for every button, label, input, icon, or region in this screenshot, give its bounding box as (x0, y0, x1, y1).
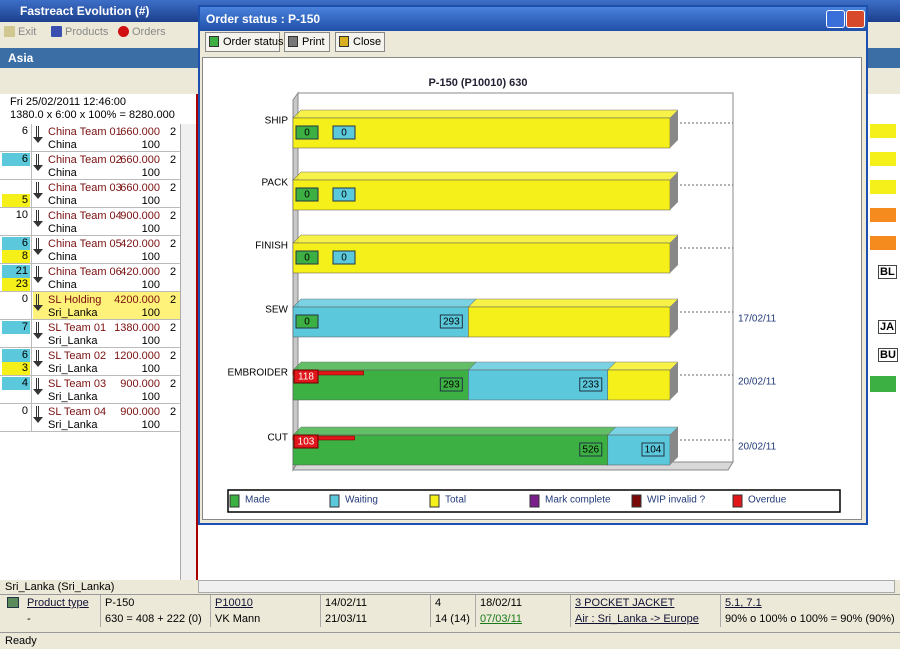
overdue-label: 118 (298, 372, 314, 383)
bar-top-face (293, 235, 678, 243)
value-label: 526 (582, 445, 599, 456)
category-label: SHIP (265, 116, 289, 127)
chart-title: P-150 (P10010) 630 (428, 77, 527, 89)
date-label: 20/02/11 (738, 442, 777, 453)
bar-segment (608, 370, 670, 400)
overdue-label: 103 (298, 437, 315, 448)
bar-top-face (293, 362, 476, 370)
value-label: 293 (443, 380, 460, 391)
date-label: 20/02/11 (738, 377, 777, 388)
value-label: 0 (341, 128, 347, 139)
value-label: 233 (582, 380, 599, 391)
legend-swatch (632, 495, 641, 507)
legend-swatch (430, 495, 439, 507)
category-label: FINISH (255, 241, 288, 252)
bar-top-face (608, 362, 678, 370)
legend-label: Waiting (345, 495, 378, 506)
legend-label: Mark complete (545, 495, 611, 506)
value-label: 0 (304, 128, 310, 139)
bar-top-face (293, 299, 476, 307)
plot-left-wall (293, 93, 298, 470)
bar-top-face (293, 110, 678, 118)
value-label: 0 (304, 190, 310, 201)
value-label: 293 (443, 317, 460, 328)
bar-top-face (293, 172, 678, 180)
bar-segment (468, 307, 670, 337)
bar-top-face (608, 427, 678, 435)
legend-swatch (733, 495, 742, 507)
bar-top-face (468, 362, 615, 370)
category-label: PACK (262, 178, 289, 189)
legend-label: Total (445, 495, 466, 506)
bar-top-face (468, 299, 678, 307)
plot-back-wall (298, 93, 733, 462)
category-label: SEW (265, 305, 288, 316)
value-label: 0 (304, 253, 310, 264)
category-label: EMBROIDER (227, 368, 288, 379)
category-label: CUT (267, 433, 288, 444)
legend-label: WIP invalid ? (647, 495, 706, 506)
legend-label: Overdue (748, 495, 787, 506)
legend-label: Made (245, 495, 270, 506)
value-label: 0 (341, 190, 347, 201)
value-label: 0 (304, 317, 310, 328)
bar-top-face (293, 427, 616, 435)
date-label: 17/02/11 (738, 314, 777, 325)
value-label: 0 (341, 253, 347, 264)
value-label: 104 (645, 445, 662, 456)
legend-swatch (230, 495, 239, 507)
legend-swatch (330, 495, 339, 507)
legend-swatch (530, 495, 539, 507)
